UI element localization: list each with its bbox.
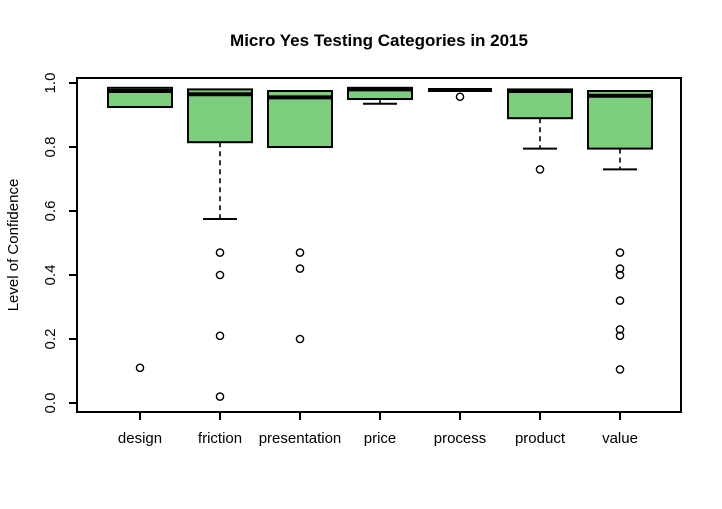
outlier-point	[135, 363, 145, 373]
outlier-point	[215, 331, 225, 341]
y-tick-label: 0.0	[42, 393, 59, 414]
x-tick-label: price	[364, 430, 397, 447]
chart-title: Micro Yes Testing Categories in 2015	[230, 31, 528, 50]
box	[187, 88, 253, 144]
outlier-point	[295, 248, 305, 257]
outlier-point	[535, 165, 545, 174]
boxplot-product	[507, 88, 573, 174]
box	[587, 90, 653, 150]
outlier-point	[615, 325, 625, 334]
boxplot-process	[428, 88, 492, 102]
outlier-point	[615, 296, 625, 305]
x-tick-label: product	[515, 430, 566, 447]
outlier-point	[215, 248, 225, 257]
x-tick-label: presentation	[259, 430, 342, 447]
outlier-point	[615, 248, 625, 257]
boxplot-presentation	[267, 90, 333, 344]
x-tick-label: design	[118, 430, 162, 447]
y-tick-label: 0.6	[42, 201, 59, 222]
x-tick-label: value	[602, 430, 638, 447]
boxplot-value	[587, 90, 653, 374]
y-axis-label: Level of Confidence	[5, 179, 22, 312]
y-axis: 0.0 0.2 0.4 0.6 0.8 1.0	[42, 73, 77, 414]
x-tick-label: friction	[198, 430, 242, 447]
box	[507, 88, 573, 120]
outlier-point	[615, 331, 625, 341]
box	[267, 90, 333, 148]
outlier-point	[615, 270, 625, 280]
y-tick-label: 1.0	[42, 73, 59, 94]
boxplot-price	[347, 86, 413, 105]
boxplot-friction	[187, 88, 253, 401]
outlier-point	[215, 392, 225, 401]
outlier-point	[215, 270, 225, 280]
boxplot-design	[107, 86, 173, 373]
y-tick-label: 0.8	[42, 137, 59, 158]
x-axis: design friction presentation price process pr…	[118, 412, 638, 447]
outlier-point	[615, 365, 625, 374]
y-tick-label: 0.2	[42, 329, 59, 350]
box-series	[107, 86, 653, 401]
x-tick-label: process	[434, 430, 487, 447]
outlier-point	[455, 92, 465, 102]
y-tick-label: 0.4	[42, 265, 59, 286]
outlier-point	[615, 264, 625, 273]
outlier-point	[295, 264, 305, 273]
outlier-point	[295, 334, 305, 344]
